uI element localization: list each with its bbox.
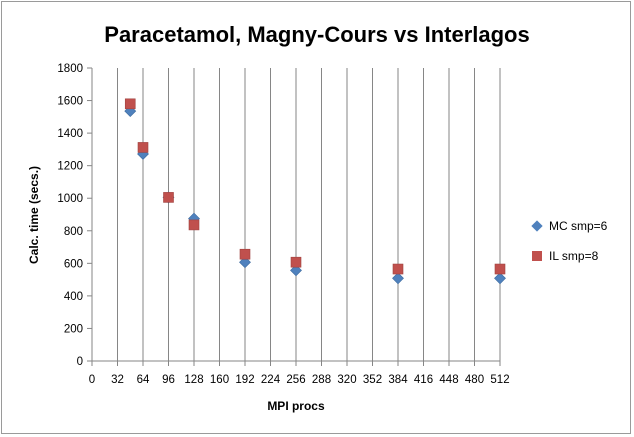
y-tick-labels: 0 200 400 600 800 1000 1200 1400 1600 1800 [57,63,83,368]
y-axis-title: Calc. time (secs.) [27,166,41,264]
point-il-6 [392,263,404,275]
x-tick-label-352: 352 [363,374,382,386]
y-tick-label-1400: 1400 [57,128,83,140]
y-tick-label-800: 800 [64,226,83,238]
x-tick-label-96: 96 [162,374,175,386]
y-tick-label-400: 400 [64,291,83,303]
gridlines [117,68,501,361]
legend-item-il: IL smp=8 [532,249,599,263]
x-tick-label-32: 32 [111,374,124,386]
legend-marker-mc [531,220,543,232]
point-mc-5 [290,264,302,277]
x-tick-label-160: 160 [210,374,229,386]
x-tick-label-288: 288 [312,374,331,386]
x-tick-label-64: 64 [137,374,150,386]
x-tick-label-256: 256 [286,374,305,386]
x-tick-label-128: 128 [184,374,203,386]
x-tick-label-384: 384 [388,374,408,386]
point-mc-6 [392,272,404,285]
y-tick-label-600: 600 [64,258,83,270]
y-tick-label-200: 200 [64,323,83,335]
legend-label-mc: MC smp=6 [549,219,608,233]
point-il-0 [124,98,136,110]
y-tick-label-1600: 1600 [57,96,83,108]
data-points [124,98,506,285]
y-tick-label-0: 0 [77,356,83,368]
x-tick-label-320: 320 [337,374,356,386]
x-tick-label-512: 512 [490,374,509,386]
point-il-2 [163,192,174,203]
x-tick-labels: 0 32 64 96 128 160 192 224 256 288 320 352 384 416 448… [89,374,510,386]
x-axis-title: MPI procs [267,399,325,413]
point-il-1 [137,142,149,153]
point-il-4 [239,248,251,260]
axes [87,67,501,366]
legend-label-il: IL smp=8 [549,249,599,263]
point-il-5 [290,256,302,268]
x-tick-label-416: 416 [414,374,433,386]
y-tick-label-1200: 1200 [57,161,83,173]
legend-marker-il [532,251,542,261]
point-il-7 [494,263,506,275]
legend: MC smp=6 IL smp=8 [531,219,608,263]
x-tick-label-0: 0 [89,374,95,386]
point-il-3 [188,219,200,231]
x-tick-label-480: 480 [465,374,484,386]
legend-item-mc: MC smp=6 [531,219,608,233]
y-tick-label-1000: 1000 [57,193,83,205]
y-tick-label-1800: 1800 [57,63,83,75]
point-mc-7 [494,272,506,285]
x-tick-label-192: 192 [235,374,254,386]
chart-title: Paracetamol, Magny-Cours vs Interlagos [104,22,529,47]
x-tick-label-448: 448 [439,374,458,386]
x-tick-label-224: 224 [261,374,281,386]
